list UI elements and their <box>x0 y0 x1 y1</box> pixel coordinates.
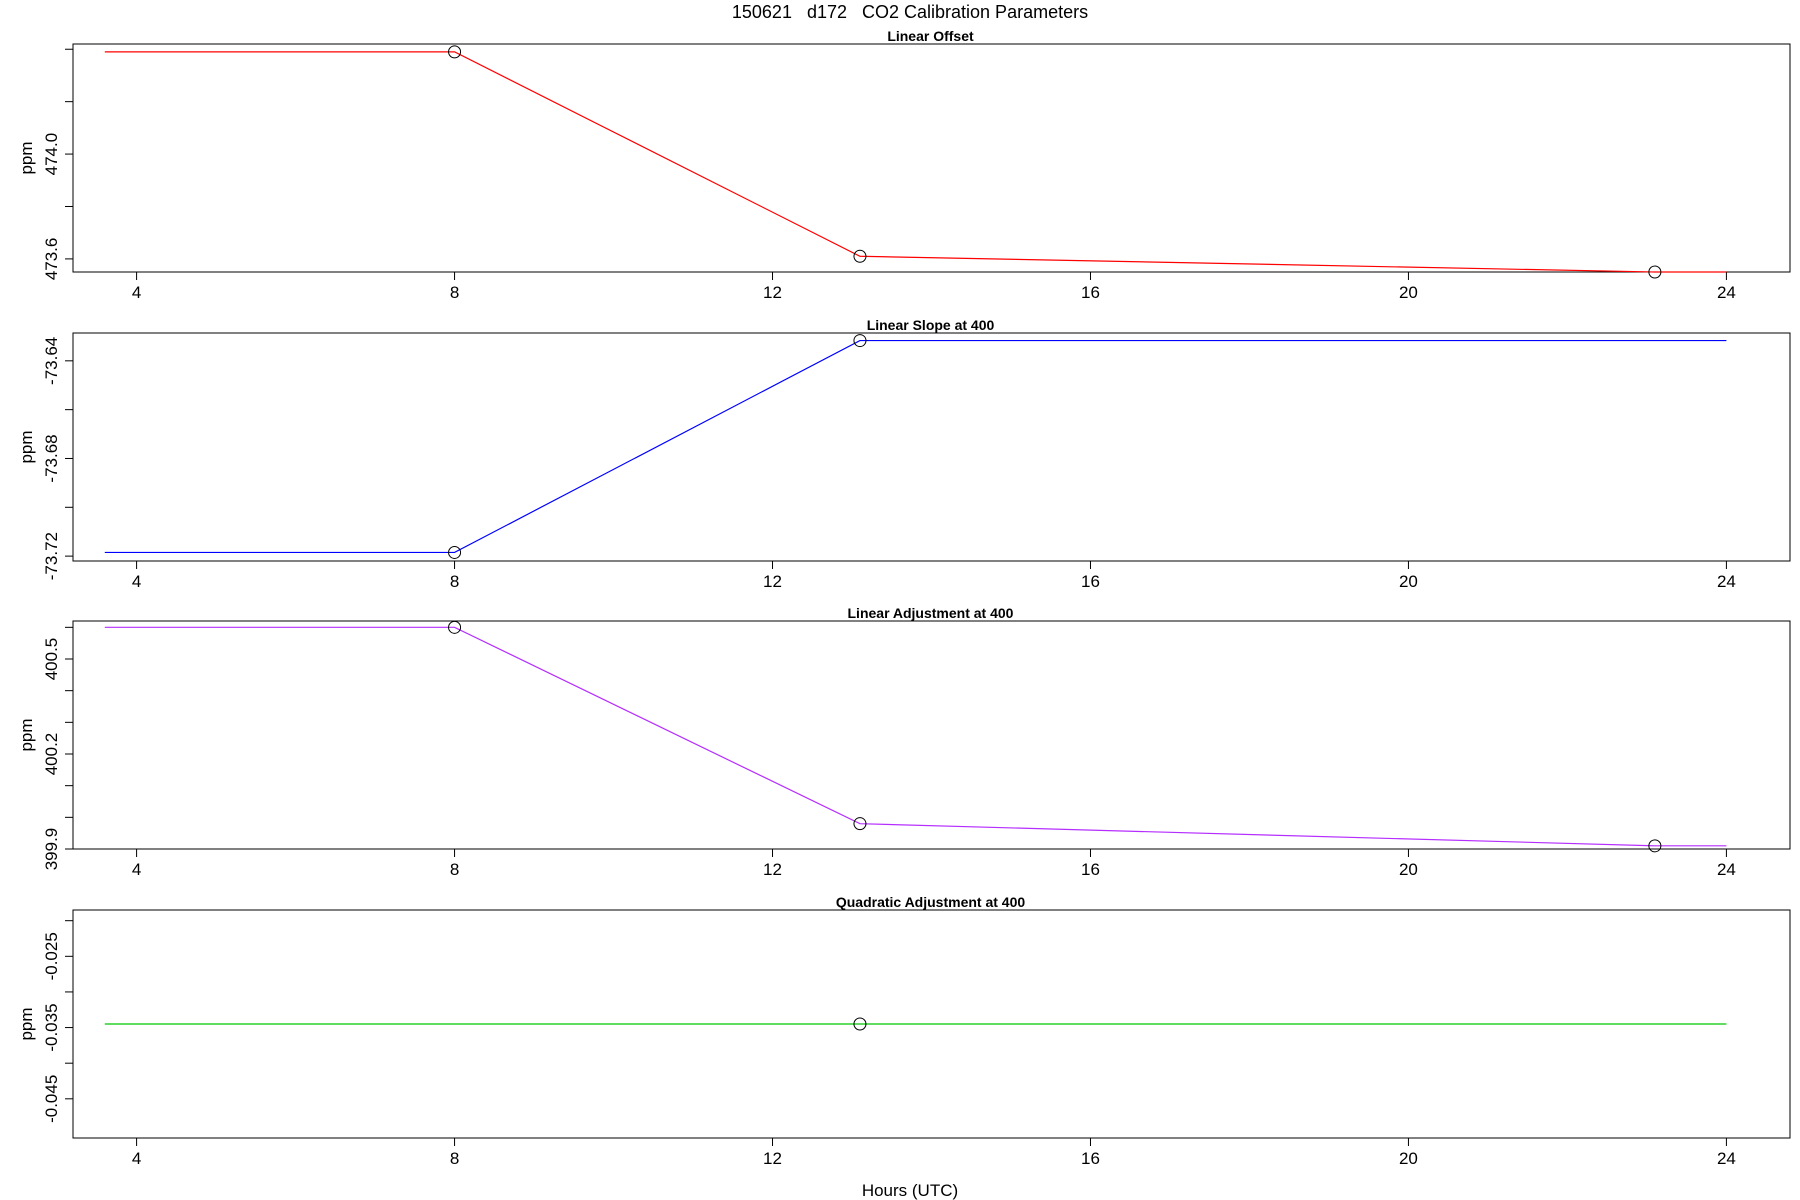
data-point <box>853 334 867 348</box>
data-point <box>1648 265 1662 279</box>
series-line <box>104 339 1727 554</box>
y-axis-label: ppm <box>17 718 36 751</box>
y-tick-label: 399.9 <box>42 828 61 871</box>
y-axis-label: ppm <box>17 1007 36 1040</box>
panel-2: Linear Slope at 400 4 8 12 16 20 24 -73.72 -73.6… <box>17 317 1791 591</box>
figure-title: 150621 d172 CO2 Calibration Parameters <box>732 2 1088 22</box>
x-tick-label: 16 <box>1081 1149 1100 1168</box>
x-tick-label: 4 <box>132 283 141 302</box>
data-point <box>1648 839 1662 853</box>
y-tick-label: -0.035 <box>42 1003 61 1051</box>
x-tick-label: 16 <box>1081 860 1100 879</box>
plot-frame <box>72 332 1791 562</box>
x-tick-label: 20 <box>1399 1149 1418 1168</box>
panel-3: Linear Adjustment at 400 4 8 12 16 20 24 399.9 4… <box>17 605 1791 879</box>
x-tick-label: 8 <box>450 283 459 302</box>
y-tick-label: -73.68 <box>42 434 61 482</box>
panel-1: Linear Offset 4 8 12 16 20 24 473.6 474.0 ppm <box>17 28 1791 302</box>
panel-title: Linear Slope at 400 <box>867 317 995 333</box>
x-tick-label: 24 <box>1717 1149 1736 1168</box>
x-tick-label: 12 <box>763 572 782 591</box>
y-axis-label: ppm <box>17 430 36 463</box>
x-tick-label: 8 <box>450 572 459 591</box>
x-tick-label: 8 <box>450 860 459 879</box>
x-tick-label: 12 <box>763 283 782 302</box>
x-tick-label: 24 <box>1717 283 1736 302</box>
y-tick-label: -0.045 <box>42 1075 61 1123</box>
x-tick-label: 16 <box>1081 283 1100 302</box>
data-point <box>448 45 462 59</box>
y-tick-label: 474.0 <box>42 133 61 176</box>
y-tick-label: -0.025 <box>42 932 61 980</box>
data-point <box>448 545 462 559</box>
x-axis-label: Hours (UTC) <box>862 1181 958 1200</box>
y-tick-label: -73.72 <box>42 532 61 580</box>
plot-frame <box>72 620 1791 850</box>
y-tick-label: 400.5 <box>42 638 61 681</box>
x-tick-label: 20 <box>1399 283 1418 302</box>
x-tick-label: 4 <box>132 860 141 879</box>
x-tick-label: 24 <box>1717 572 1736 591</box>
y-tick-label: 473.6 <box>42 238 61 281</box>
x-tick-label: 4 <box>132 1149 141 1168</box>
panel-title: Linear Adjustment at 400 <box>848 605 1014 621</box>
x-tick-label: 20 <box>1399 860 1418 879</box>
y-tick-label: 400.2 <box>42 733 61 776</box>
x-tick-label: 12 <box>763 1149 782 1168</box>
panel-title: Linear Offset <box>887 28 974 44</box>
x-tick-label: 16 <box>1081 572 1100 591</box>
x-tick-label: 8 <box>450 1149 459 1168</box>
data-point <box>853 1017 867 1031</box>
x-tick-label: 24 <box>1717 860 1736 879</box>
series-line <box>104 51 1727 273</box>
x-tick-label: 12 <box>763 860 782 879</box>
y-tick-label: -73.64 <box>42 337 61 385</box>
panel-4: Quadratic Adjustment at 400 4 8 12 16 20 24 -0.… <box>17 894 1791 1168</box>
data-point <box>448 620 462 634</box>
plot-frame <box>72 43 1791 273</box>
data-point <box>853 249 867 263</box>
x-tick-label: 4 <box>132 572 141 591</box>
plot-frame <box>72 909 1791 1139</box>
series-line <box>104 626 1727 847</box>
y-axis-label: ppm <box>17 141 36 174</box>
data-point <box>853 817 867 831</box>
x-tick-label: 20 <box>1399 572 1418 591</box>
panel-title: Quadratic Adjustment at 400 <box>836 894 1026 910</box>
